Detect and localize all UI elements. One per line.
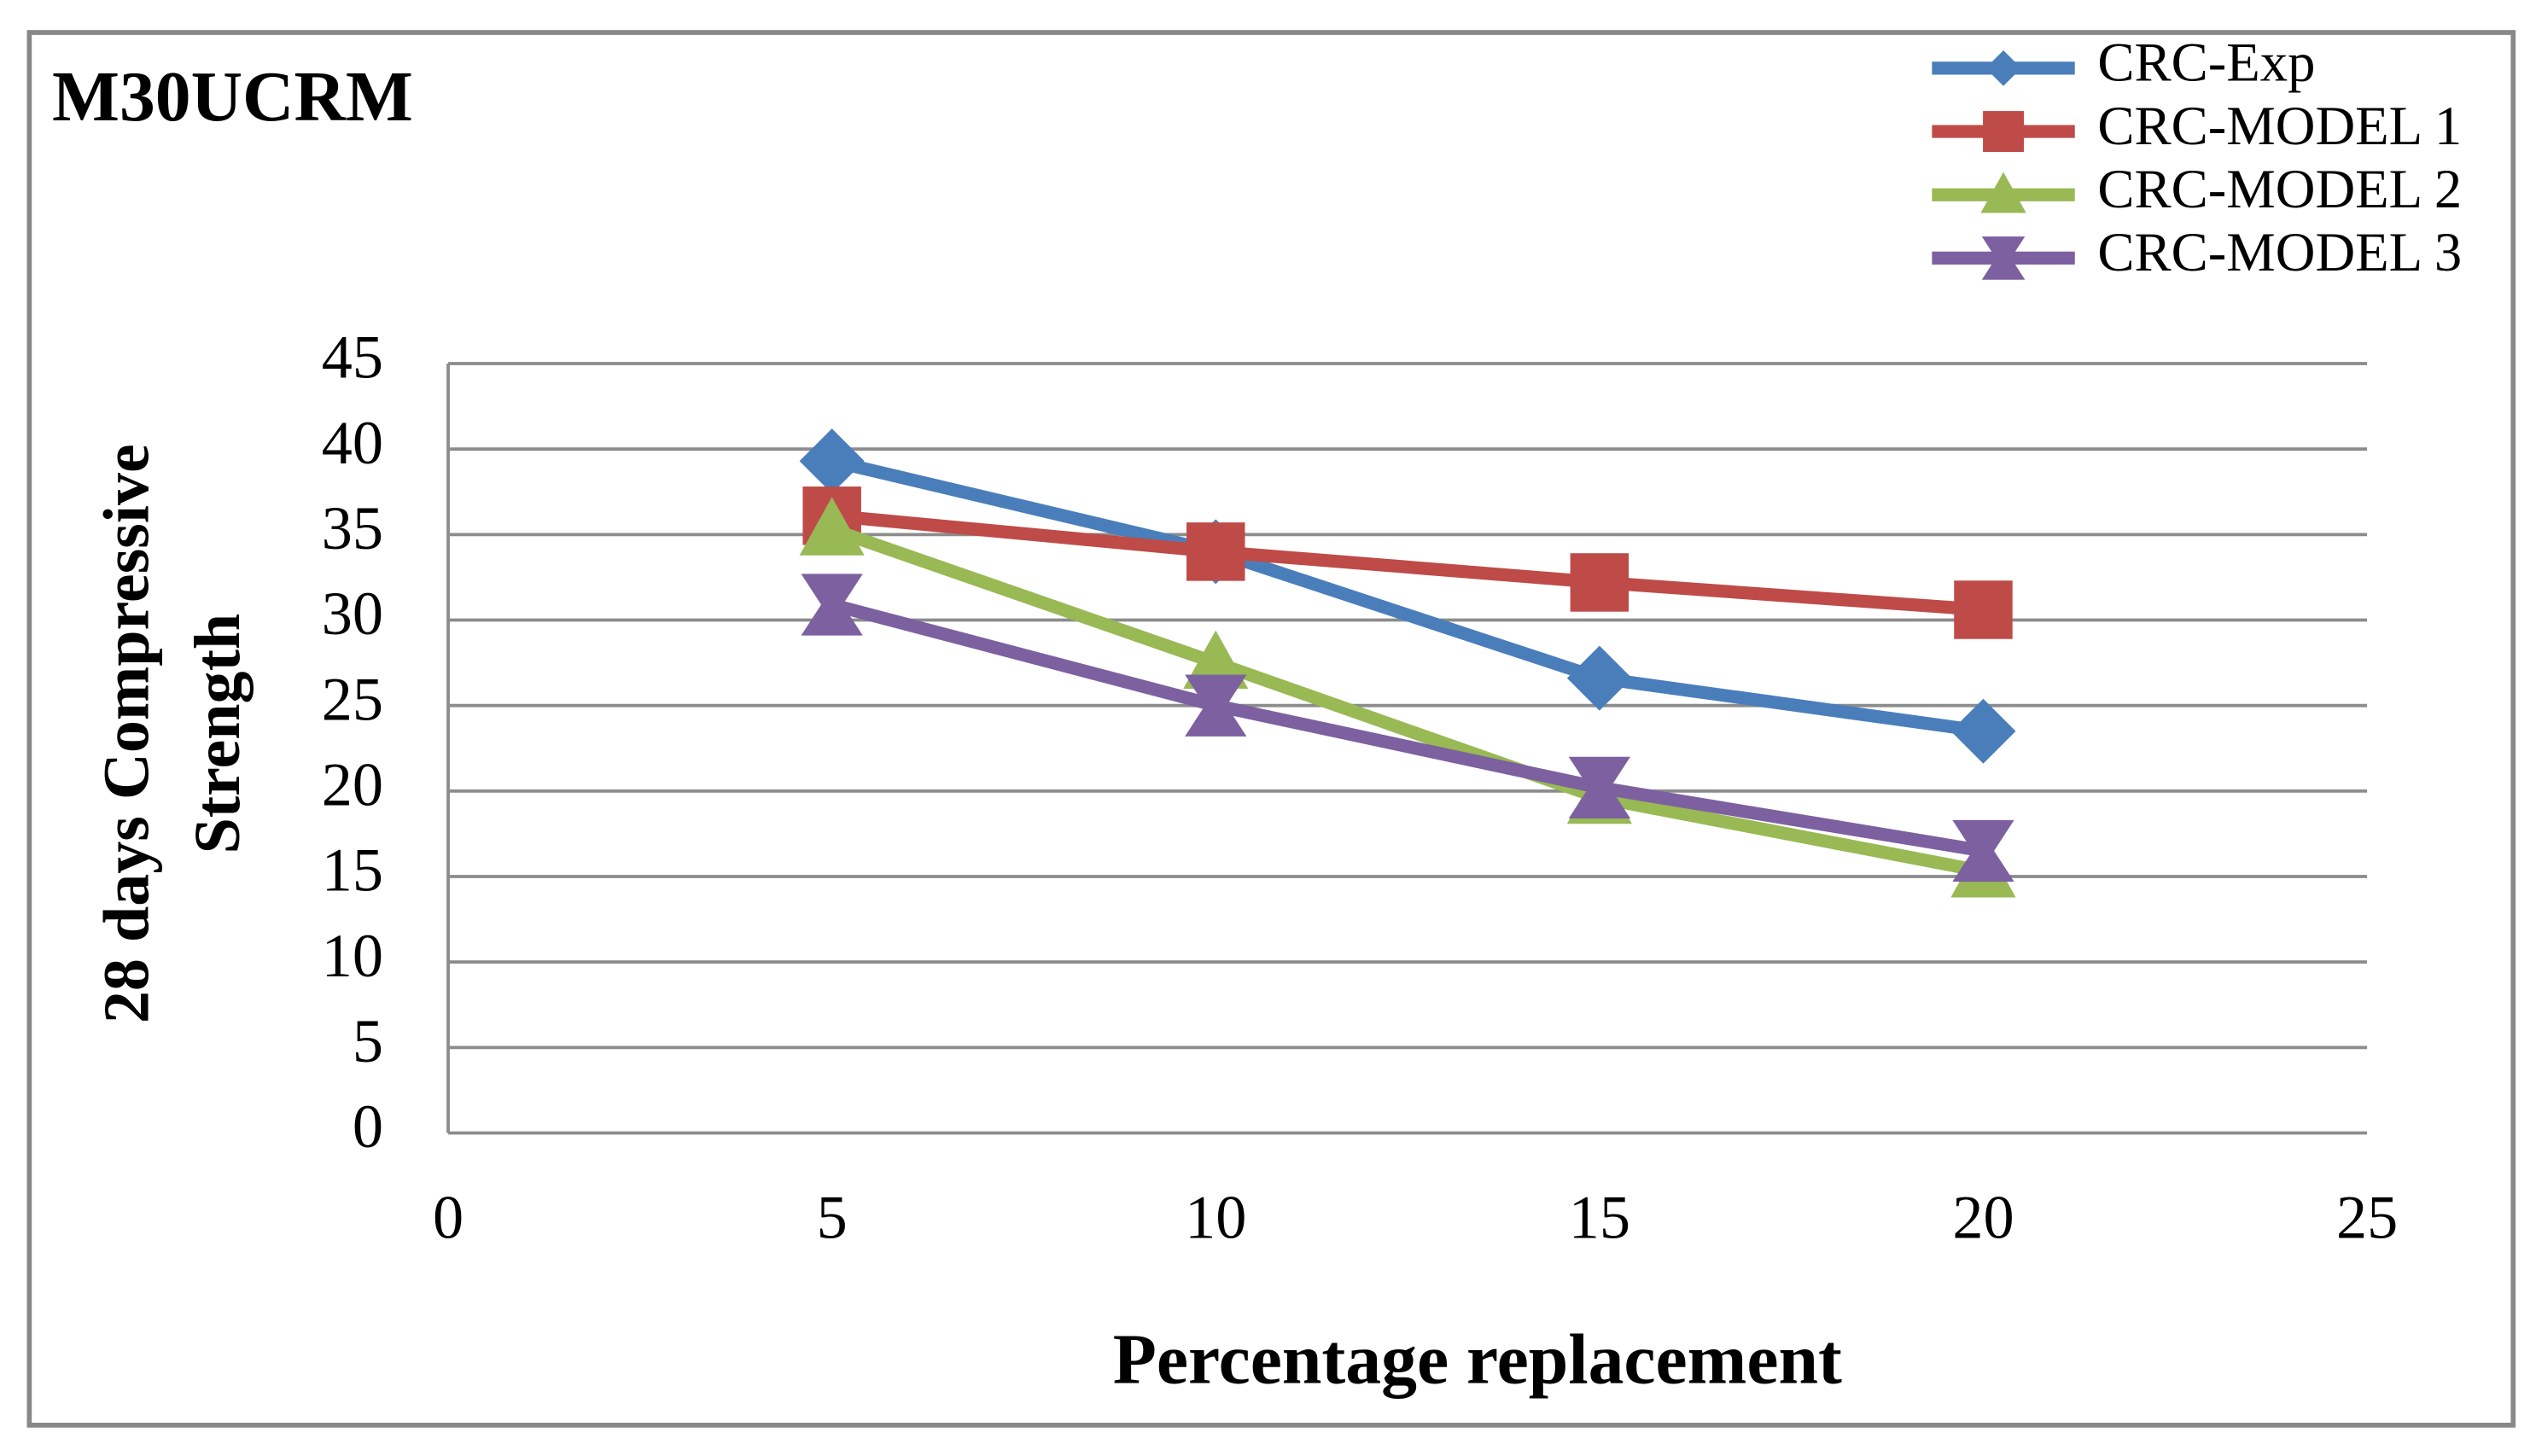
marker — [1183, 630, 1249, 690]
x-tick-label: 20 — [1952, 1184, 2014, 1252]
marker — [1186, 522, 1245, 581]
x-tick-label: 0 — [433, 1184, 463, 1252]
y-tick-label: 10 — [322, 922, 383, 990]
y-tick-label: 35 — [322, 494, 383, 562]
marker — [799, 497, 865, 556]
chart-frame — [26, 30, 2516, 1428]
legend-label: CRC-MODEL 3 — [2097, 221, 2462, 282]
x-axis-title: Percentage replacement — [1113, 1320, 1842, 1400]
legend-marker — [1980, 172, 2026, 213]
marker — [1952, 819, 2014, 882]
marker — [1185, 674, 1247, 737]
y-tick-label: 20 — [322, 750, 383, 818]
y-tick-label: 0 — [353, 1092, 383, 1161]
y-tick-label: 30 — [322, 579, 383, 648]
y-tick-label: 40 — [322, 409, 383, 477]
x-tick-label: 25 — [2336, 1184, 2398, 1252]
legend-marker — [1983, 111, 2025, 153]
marker — [1954, 580, 2013, 639]
y-tick-label: 25 — [322, 665, 383, 733]
y-axis-title: 28 days Compressive Strength — [91, 444, 254, 1023]
x-tick-label: 5 — [817, 1184, 848, 1252]
x-tick-label: 10 — [1185, 1184, 1246, 1252]
marker — [1568, 756, 1631, 818]
y-tick-label: 45 — [322, 323, 383, 392]
marker — [799, 428, 865, 494]
legend-marker — [1981, 236, 2026, 280]
y-tick-label: 15 — [322, 836, 383, 905]
legend-label: CRC-MODEL 2 — [2097, 158, 2462, 219]
legend-marker — [1985, 50, 2021, 86]
marker — [1570, 553, 1629, 612]
y-axis-title-line: Strength — [182, 614, 254, 854]
legend-label: CRC-MODEL 1 — [2097, 95, 2462, 156]
series-line — [830, 523, 1985, 878]
legend-label: CRC-Exp — [2097, 32, 2315, 93]
x-tick-label: 15 — [1569, 1184, 1630, 1252]
y-tick-label: 5 — [353, 1007, 383, 1075]
chart-title: M30UCRM — [52, 57, 413, 137]
series-line — [830, 454, 1985, 738]
y-axis-title-line: 28 days Compressive — [91, 444, 163, 1023]
series-line — [830, 598, 1985, 858]
marker — [801, 574, 863, 636]
series-line — [831, 509, 1985, 617]
